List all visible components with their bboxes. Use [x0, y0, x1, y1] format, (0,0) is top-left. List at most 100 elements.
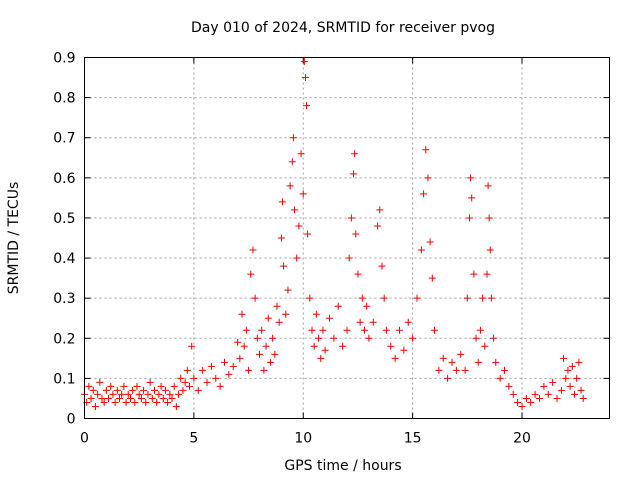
- data-point: [291, 206, 298, 214]
- data-point: [518, 402, 526, 410]
- data-point: [203, 378, 211, 386]
- data-point: [175, 390, 183, 398]
- data-point: [486, 246, 494, 254]
- grid-lines: [84, 57, 610, 419]
- data-point: [271, 350, 279, 358]
- data-point: [571, 390, 578, 398]
- data-point: [133, 382, 141, 390]
- data-point: [107, 382, 115, 390]
- data-point: [284, 286, 292, 294]
- data-point: [391, 354, 399, 362]
- data-point: [352, 230, 360, 238]
- data-point: [89, 386, 97, 394]
- data-point: [148, 394, 156, 402]
- data-point: [161, 386, 169, 394]
- data-point: [164, 398, 172, 406]
- data-point: [553, 394, 561, 402]
- data-point: [155, 390, 163, 398]
- data-point: [319, 326, 327, 334]
- data-point: [256, 350, 263, 358]
- x-tick-label: 15: [404, 431, 422, 447]
- data-point: [549, 378, 557, 386]
- data-point: [560, 354, 568, 362]
- data-point: [168, 394, 176, 402]
- data-point: [170, 382, 178, 390]
- data-point: [179, 386, 187, 394]
- data-point: [378, 262, 386, 270]
- axis-ticks: 0 0.1 0.2 0.3 0.4 0.5 0.6 0.7 0.8 0.9 0 5 10 15 20: [53, 51, 610, 447]
- data-point: [457, 350, 465, 358]
- data-point: [144, 390, 152, 398]
- x-axis-label: GPS time / hours: [284, 458, 401, 474]
- data-point: [286, 182, 294, 190]
- data-point: [299, 190, 307, 198]
- data-point: [505, 382, 513, 390]
- data-point: [484, 182, 492, 190]
- data-point: [461, 366, 469, 374]
- data-point: [310, 342, 318, 350]
- data-point: [157, 382, 165, 390]
- data-point: [474, 358, 482, 366]
- data-point: [426, 238, 434, 246]
- data-point: [113, 386, 121, 394]
- plot-frame: [84, 57, 610, 419]
- data-point: [212, 374, 220, 382]
- x-tick-label: 20: [513, 431, 531, 447]
- data-point: [177, 374, 185, 382]
- data-point: [544, 390, 552, 398]
- data-point: [183, 366, 191, 374]
- data-point: [536, 394, 543, 402]
- data-point: [417, 246, 425, 254]
- y-tick-label: 0.2: [53, 331, 75, 347]
- data-points: [81, 58, 587, 410]
- data-point: [260, 366, 268, 374]
- data-point: [374, 222, 382, 230]
- data-point: [102, 386, 110, 394]
- data-point: [376, 206, 384, 214]
- data-point: [568, 362, 576, 370]
- data-point: [339, 342, 347, 350]
- data-point: [361, 326, 368, 334]
- data-point: [188, 342, 196, 350]
- data-point: [280, 262, 288, 270]
- data-point: [242, 326, 250, 334]
- data-point: [275, 318, 283, 326]
- data-point: [424, 174, 432, 182]
- data-point: [126, 394, 134, 402]
- data-point: [116, 394, 123, 402]
- data-point: [289, 134, 297, 142]
- data-point: [409, 334, 417, 342]
- y-tick-label: 0.6: [53, 171, 75, 187]
- data-point: [321, 346, 329, 354]
- data-point: [487, 294, 495, 302]
- data-point: [308, 326, 316, 334]
- data-point: [400, 346, 408, 354]
- data-point: [354, 270, 362, 278]
- data-point: [468, 194, 476, 202]
- data-point: [288, 158, 296, 166]
- data-point: [207, 362, 215, 370]
- data-point: [431, 326, 438, 334]
- data-point: [428, 274, 436, 282]
- data-point: [85, 382, 93, 390]
- data-point: [496, 374, 504, 382]
- data-point: [120, 382, 128, 390]
- data-point: [382, 326, 390, 334]
- data-point: [190, 374, 198, 382]
- data-point: [509, 390, 517, 398]
- data-point: [105, 394, 113, 402]
- data-point: [466, 214, 473, 222]
- data-point: [216, 382, 224, 390]
- data-point: [140, 386, 148, 394]
- data-point: [221, 358, 228, 366]
- data-point: [266, 358, 274, 366]
- data-point: [365, 334, 373, 342]
- data-point: [129, 386, 137, 394]
- data-point: [312, 310, 320, 318]
- data-point: [579, 394, 587, 402]
- y-axis-label: SRMTID / TECUs: [6, 182, 22, 295]
- data-point: [485, 214, 493, 222]
- data-point: [476, 326, 484, 334]
- data-point: [247, 270, 255, 278]
- data-point: [251, 294, 259, 302]
